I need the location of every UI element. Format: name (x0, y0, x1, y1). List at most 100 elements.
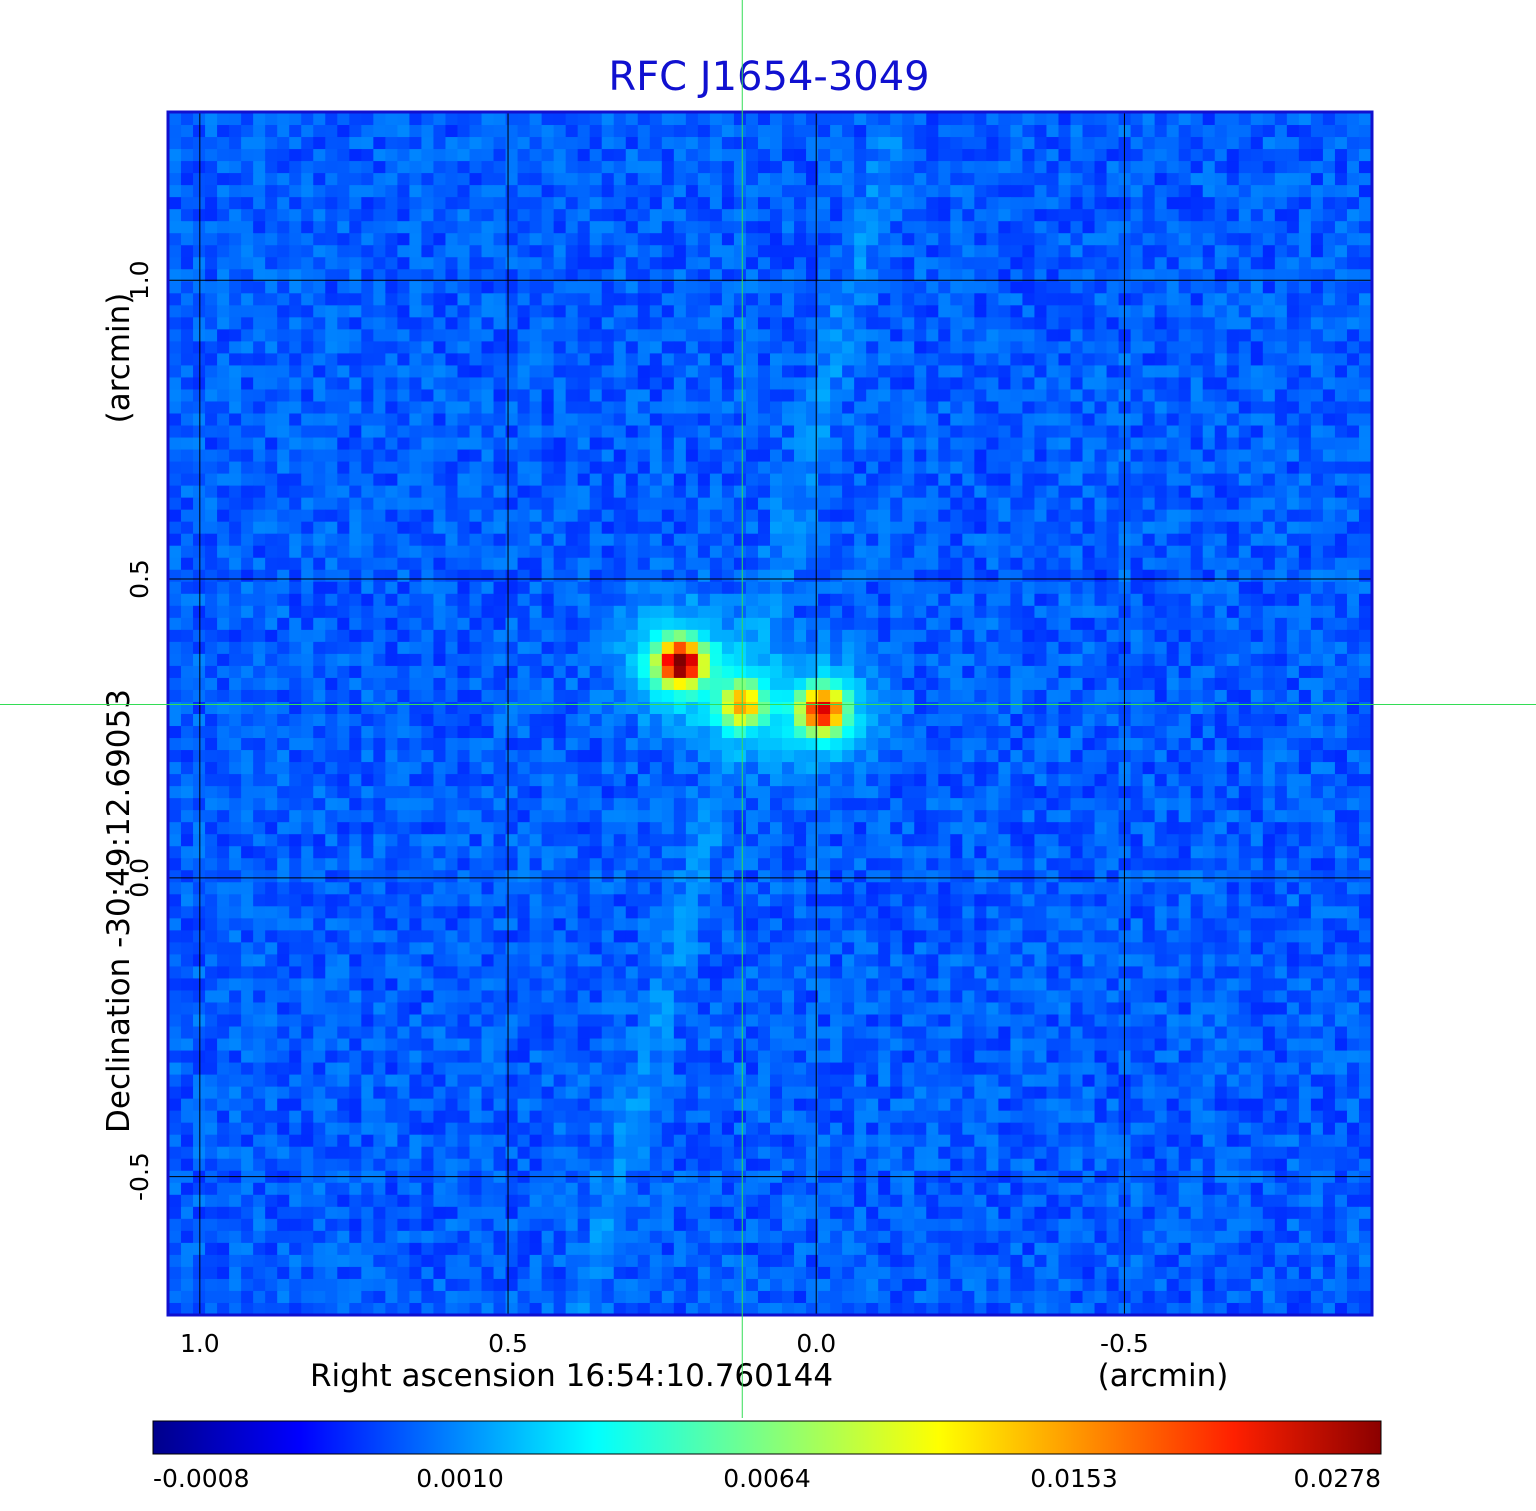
heat-cell (1274, 305, 1288, 318)
heat-cell (733, 641, 747, 655)
heat-cell (613, 233, 627, 246)
heat-cell (1154, 305, 1168, 318)
heat-cell (457, 305, 471, 318)
heat-cell (385, 545, 398, 559)
heat-cell (1250, 113, 1264, 126)
heat-cell (998, 161, 1011, 174)
heat-cell (986, 449, 999, 463)
heat-cell (1166, 389, 1180, 403)
heat-cell (1214, 653, 1228, 667)
heat-cell (782, 329, 795, 342)
heat-cell (685, 689, 699, 703)
heat-cell (1358, 317, 1371, 330)
heat-cell (169, 305, 182, 318)
heat-cell (1346, 341, 1360, 354)
heat-cell (1034, 317, 1048, 330)
heat-cell (890, 557, 903, 571)
heat-cell (1058, 245, 1072, 258)
heat-cell (1238, 509, 1252, 523)
heat-cell (1010, 173, 1024, 186)
heat-cell (577, 233, 591, 246)
heat-cell (541, 161, 555, 174)
heat-cell (1346, 245, 1360, 258)
heat-cell (409, 197, 423, 210)
heat-cell (325, 185, 338, 198)
heat-cell (205, 113, 218, 126)
heat-cell (385, 221, 398, 234)
heat-cell (818, 581, 831, 595)
heat-cell (409, 161, 423, 174)
heat-cell (685, 245, 699, 258)
heat-cell (289, 497, 302, 511)
heat-cell (577, 305, 591, 318)
heat-cell (806, 533, 819, 547)
heat-cell (313, 461, 326, 475)
heat-cell (301, 365, 314, 379)
heat-cell (481, 125, 495, 138)
heat-cell (589, 461, 603, 475)
heat-cell (1298, 125, 1312, 138)
heat-cell (373, 689, 386, 703)
heat-cell (1070, 161, 1084, 174)
heat-cell (1298, 605, 1312, 619)
heat-cell (890, 497, 903, 511)
heat-cell (253, 653, 266, 667)
heat-cell (577, 641, 591, 655)
heat-cell (637, 557, 651, 571)
heat-cell (229, 461, 242, 475)
heat-cell (733, 353, 747, 367)
heat-cell (505, 245, 519, 258)
heat-cell (661, 353, 675, 367)
heat-cell (613, 677, 627, 691)
heat-cell (385, 125, 398, 138)
heat-cell (625, 257, 639, 270)
heat-cell (842, 113, 855, 126)
heat-cell (421, 461, 435, 475)
heat-cell (1286, 209, 1300, 222)
heat-cell (1286, 305, 1300, 318)
heat-cell (541, 281, 555, 294)
heat-cell (673, 209, 687, 222)
heat-cell (1094, 677, 1108, 691)
heat-cell (421, 533, 435, 547)
heat-cell (289, 677, 302, 691)
heat-cell (1046, 269, 1060, 282)
heat-cell (445, 653, 459, 667)
heat-cell (1250, 545, 1264, 559)
heat-cell (1046, 641, 1060, 655)
heat-cell (181, 485, 194, 499)
heat-cell (469, 701, 483, 715)
heat-cell (914, 677, 927, 691)
heat-cell (229, 653, 242, 667)
heat-cell (974, 521, 987, 535)
heat-cell (541, 653, 555, 667)
heat-cell (1322, 629, 1336, 643)
heat-cell (649, 221, 663, 234)
heat-cell (253, 569, 266, 583)
heat-cell (782, 149, 795, 162)
heat-cell (1298, 425, 1312, 439)
heat-cell (962, 125, 975, 138)
heat-cell (577, 173, 591, 186)
heat-cell (277, 269, 290, 282)
heat-cell (1082, 185, 1096, 198)
heat-cell (1334, 209, 1348, 222)
heat-cell (878, 305, 891, 318)
heat-cell (1334, 281, 1348, 294)
heat-cell (938, 665, 951, 679)
heat-cell (866, 677, 879, 691)
heat-cell (325, 665, 338, 679)
heat-cell (1298, 485, 1312, 499)
heat-cell (830, 557, 843, 571)
heat-cell (421, 353, 435, 367)
heat-cell (625, 689, 639, 703)
heat-cell (589, 689, 603, 703)
heat-cell (1034, 365, 1048, 379)
heat-cell (914, 221, 927, 234)
heat-cell (433, 593, 447, 607)
heat-cell (757, 137, 771, 150)
heat-cell (1322, 413, 1336, 427)
heat-cell (181, 365, 194, 379)
heat-cell (577, 509, 591, 523)
heat-cell (1106, 593, 1120, 607)
